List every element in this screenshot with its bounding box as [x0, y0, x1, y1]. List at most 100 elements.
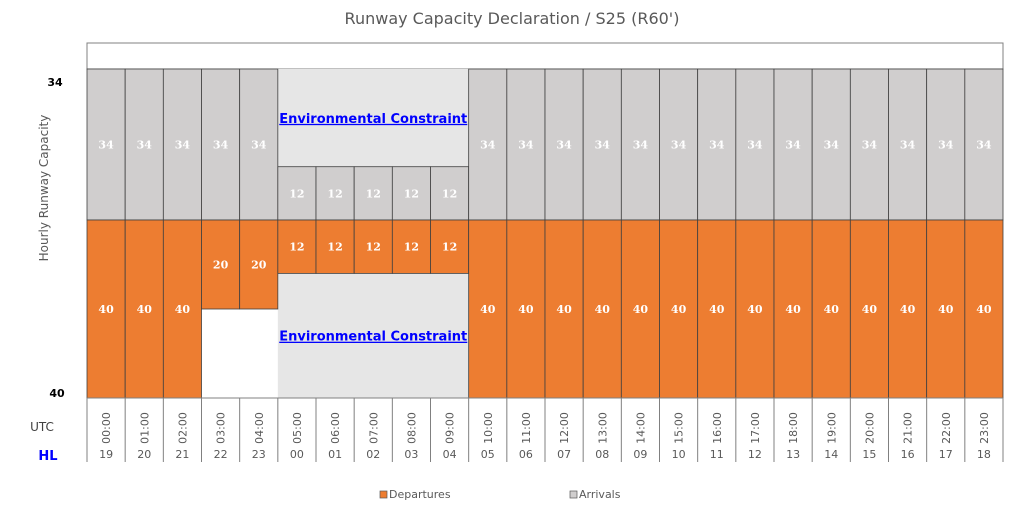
arrivals-value-label: 34 — [671, 139, 687, 152]
departures-value-label: 40 — [175, 303, 191, 316]
hl-tick-label: 07 — [557, 448, 571, 461]
arrivals-value-label: 34 — [900, 139, 916, 152]
arrivals-value-label: 12 — [289, 187, 304, 200]
arrivals-bar — [773, 68, 813, 221]
arrivals-bar — [697, 68, 737, 221]
environmental-constraint-label: Environmental Constraint — [279, 330, 467, 345]
departures-bar — [391, 219, 431, 274]
arrivals-value-label: 34 — [785, 139, 801, 152]
arrivals-value-label: 34 — [480, 139, 496, 152]
utc-tick-label: 19:00 — [825, 412, 838, 444]
arrivals-bar — [162, 68, 202, 221]
arrivals-bar — [391, 166, 431, 221]
departures-bar — [315, 219, 355, 274]
arrivals-bar — [735, 68, 775, 221]
hl-tick-label: 10 — [672, 448, 686, 461]
hl-tick-label: 14 — [824, 448, 838, 461]
hl-tick-label: 04 — [443, 448, 457, 461]
utc-tick-label: 00:00 — [100, 412, 113, 444]
utc-tick-label: 10:00 — [482, 412, 495, 444]
arrivals-bar — [926, 68, 966, 221]
utc-tick-label: 15:00 — [673, 412, 686, 444]
departures-bar — [735, 219, 775, 399]
departures-bar — [162, 219, 202, 399]
arrivals-bar — [315, 166, 355, 221]
hl-tick-label: 09 — [633, 448, 647, 461]
utc-row-label: UTC — [30, 420, 54, 434]
utc-tick-label: 13:00 — [596, 412, 609, 444]
arrivals-value-label: 34 — [747, 139, 763, 152]
departures-value-label: 12 — [366, 241, 381, 254]
departures-value-label: 40 — [709, 303, 725, 316]
utc-tick-label: 14:00 — [634, 412, 647, 444]
utc-tick-label: 06:00 — [329, 412, 342, 444]
hl-tick-label: 16 — [901, 448, 915, 461]
header-box — [86, 42, 1004, 70]
hl-tick-label: 00 — [290, 448, 304, 461]
departures-bar — [697, 219, 737, 399]
arrivals-bar — [659, 68, 699, 221]
departures-value-label: 40 — [785, 303, 801, 316]
utc-tick-label: 05:00 — [291, 412, 304, 444]
legend-departures: Departures — [389, 488, 451, 501]
arrivals-bar — [849, 68, 889, 221]
utc-tick-label: 22:00 — [940, 412, 953, 444]
departures-bar — [964, 219, 1004, 399]
hl-tick-label: 20 — [137, 448, 151, 461]
arrivals-value-label: 34 — [633, 139, 649, 152]
utc-tick-label: 03:00 — [215, 412, 228, 444]
departures-value-label: 40 — [976, 303, 992, 316]
departures-bar — [239, 219, 279, 310]
arrivals-value-label: 12 — [327, 187, 342, 200]
environmental-constraint-label: Environmental Constraint — [279, 112, 467, 127]
arrivals-bar — [888, 68, 928, 221]
hl-tick-label: 21 — [175, 448, 189, 461]
hl-tick-label: 18 — [977, 448, 991, 461]
hl-row-label: HL — [38, 449, 57, 464]
arrivals-value-label: 34 — [213, 139, 229, 152]
departures-bar — [506, 219, 546, 399]
departures-value-label: 40 — [595, 303, 611, 316]
legend-arrivals: Arrivals — [579, 488, 621, 501]
hl-tick-label: 11 — [710, 448, 724, 461]
hl-tick-label: 22 — [214, 448, 228, 461]
utc-tick-label: 11:00 — [520, 412, 533, 444]
utc-tick-label: 18:00 — [787, 412, 800, 444]
y-bottom-tick: 40 — [49, 387, 65, 400]
arrivals-value-label: 12 — [442, 187, 457, 200]
arrivals-value-label: 34 — [251, 139, 267, 152]
hl-tick-label: 13 — [786, 448, 800, 461]
hl-tick-label: 19 — [99, 448, 113, 461]
departures-bar — [849, 219, 889, 399]
hl-tick-label: 17 — [939, 448, 953, 461]
utc-tick-label: 17:00 — [749, 412, 762, 444]
departures-value-label: 12 — [442, 241, 457, 254]
arrivals-bar — [201, 68, 241, 221]
arrivals-value-label: 34 — [709, 139, 725, 152]
y-axis-title: Hourly Runway Capacity — [37, 115, 51, 262]
legend-swatch-departures — [379, 490, 388, 499]
departures-value-label: 40 — [747, 303, 763, 316]
departures-bar — [544, 219, 584, 399]
departures-bar — [124, 219, 164, 399]
utc-tick-label: 04:00 — [253, 412, 266, 444]
departures-value-label: 20 — [213, 259, 229, 272]
arrivals-bar — [468, 68, 508, 221]
chart-title: Runway Capacity Declaration / S25 (R60') — [345, 9, 680, 28]
hl-tick-label: 12 — [748, 448, 762, 461]
departures-value-label: 40 — [862, 303, 878, 316]
departures-value-label: 40 — [98, 303, 114, 316]
utc-tick-label: 21:00 — [902, 412, 915, 444]
arrivals-value-label: 34 — [824, 139, 840, 152]
departures-value-label: 12 — [289, 241, 304, 254]
legend: Departures Arrivals — [379, 488, 621, 501]
arrivals-value-label: 34 — [595, 139, 611, 152]
arrivals-value-label: 34 — [938, 139, 954, 152]
hl-tick-label: 02 — [366, 448, 380, 461]
departures-value-label: 40 — [938, 303, 954, 316]
arrivals-bar — [506, 68, 546, 221]
arrivals-value-label: 34 — [98, 139, 114, 152]
arrivals-value-label: 34 — [137, 139, 153, 152]
hl-tick-label: 15 — [862, 448, 876, 461]
departures-bar — [659, 219, 699, 399]
